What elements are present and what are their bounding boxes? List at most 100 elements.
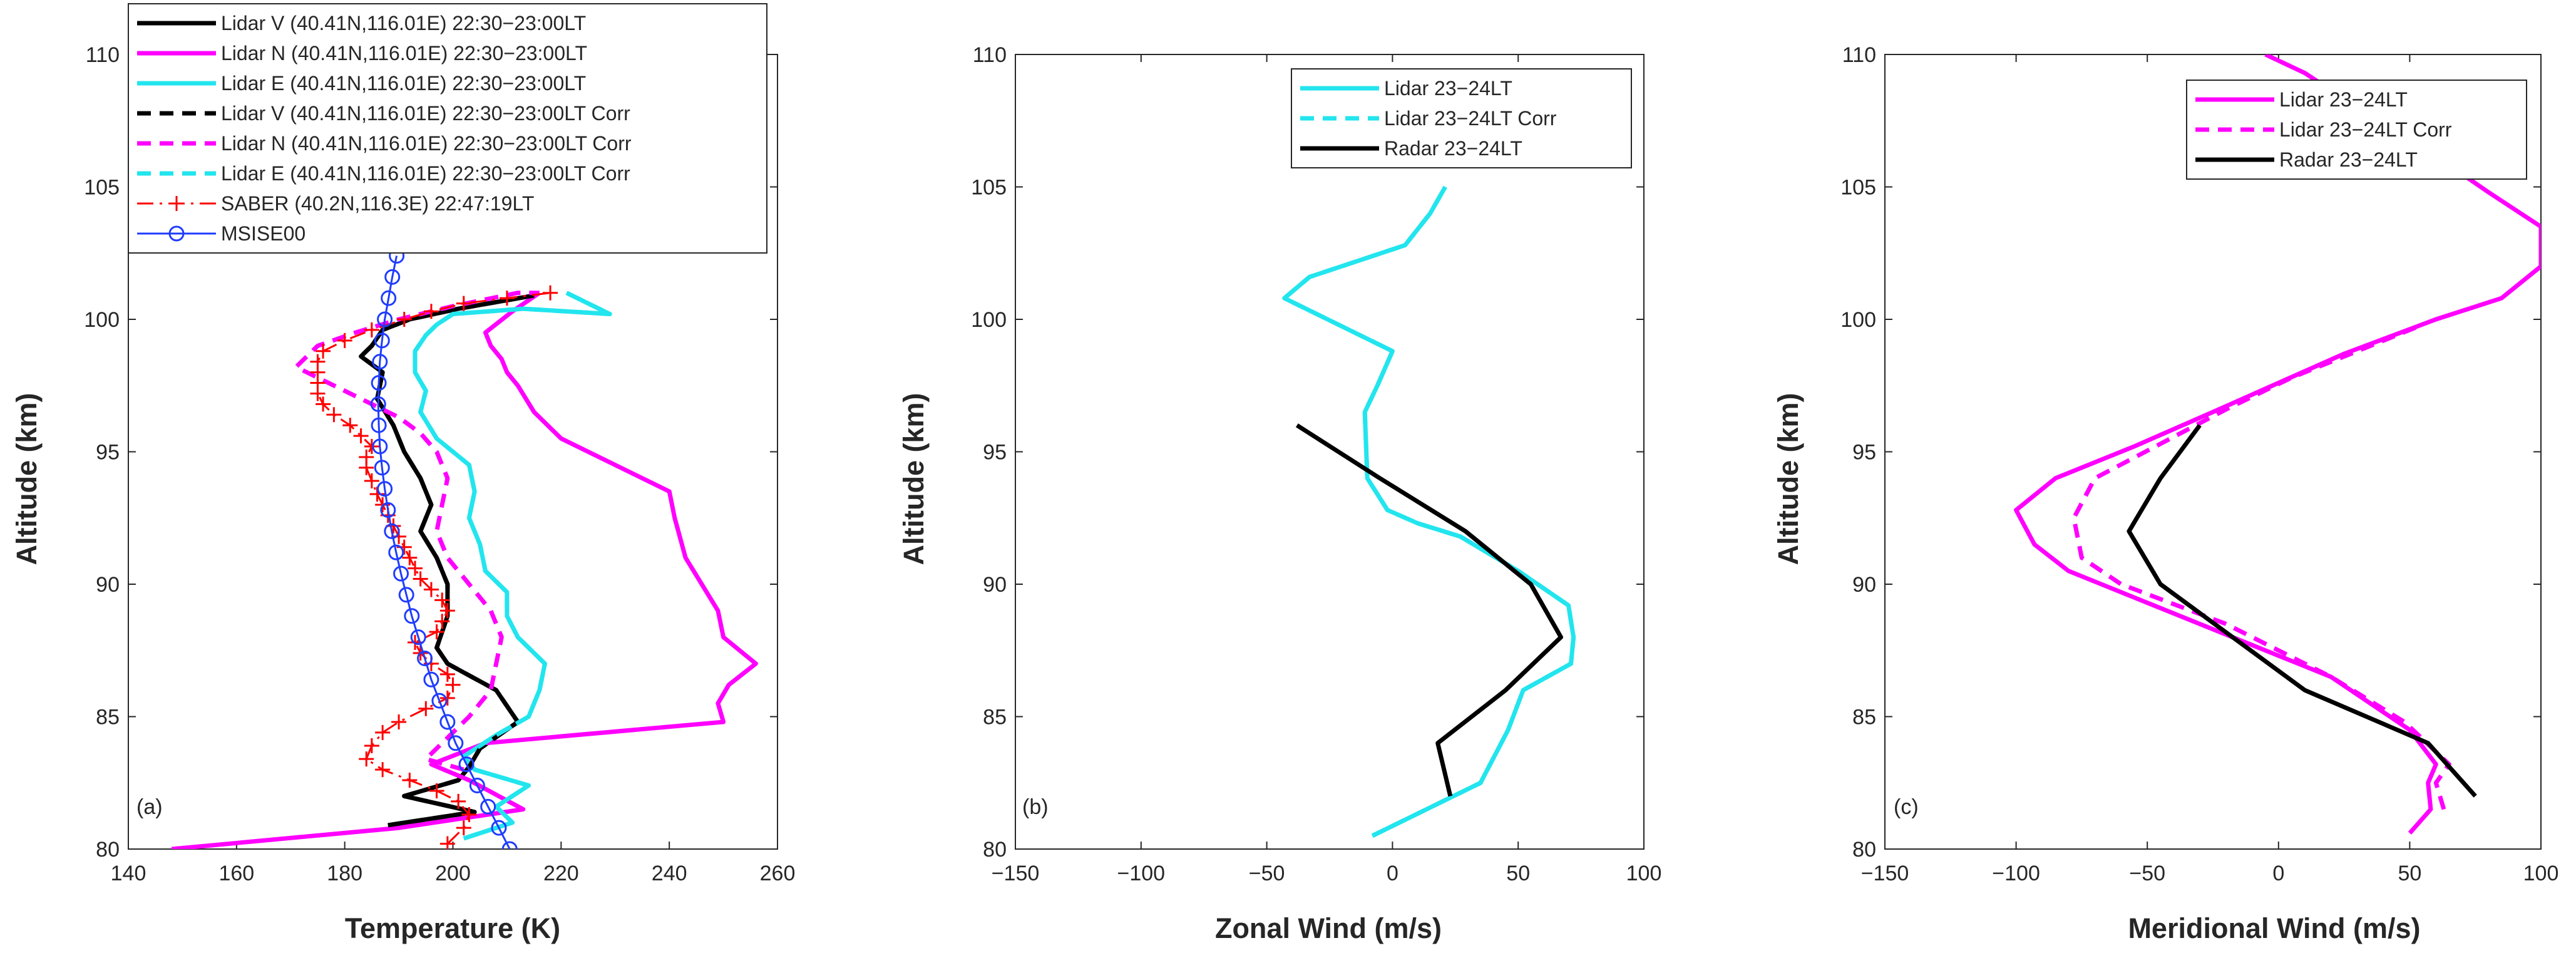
panel-a-ytick-label: 80: [96, 838, 120, 862]
panel-a-series-6-point: [543, 285, 558, 301]
panel-b-ytick-label: 110: [973, 43, 1007, 67]
panel-a-series-7-point: [377, 311, 393, 327]
panel-a-series-4-line: [294, 291, 540, 772]
panel-a-series-7-point: [431, 693, 448, 709]
panel-c-xtick-label: −50: [2129, 862, 2165, 885]
panel-c-xtick-label: 100: [2523, 862, 2559, 885]
panel-c-xtick-label: 0: [2272, 862, 2284, 885]
panel-b-ytick-label: 85: [983, 706, 1007, 729]
panel-a-series-7-point: [423, 671, 439, 688]
panel-b-tag: (b): [1022, 795, 1049, 819]
panel-a-xtick-label: 200: [435, 862, 471, 885]
panel-a-series-6-point: [456, 820, 471, 836]
panel-c-series-2: [2127, 424, 2477, 798]
panel-a-series-6-point: [423, 582, 439, 597]
panel-a-series-5-line: [413, 291, 612, 841]
panel-c-ytick-label: 100: [1840, 308, 1876, 332]
panel-a-series-7-point: [404, 608, 420, 624]
panel-a-xtick-label: 180: [327, 862, 362, 885]
panel-c-ytick-label: 80: [1852, 838, 1876, 862]
panel-a-series-6-point: [364, 322, 379, 337]
panel-a-legend-entry: SABER (40.2N,116.3E) 22:47:19LT: [221, 192, 534, 215]
panel-a-series-7-point: [398, 587, 414, 603]
panel-a-series-7-point: [458, 756, 475, 773]
panel-a-xlabel: Temperature (K): [345, 912, 560, 944]
panel-a-ytick-label: 95: [96, 441, 120, 465]
panel-c-legend: Lidar 23−24LT Lidar 23−24LT Corr Radar 23−…: [2186, 80, 2527, 180]
panel-c-xtick-label: 50: [2398, 862, 2421, 885]
panel-a-series-6-point: [364, 738, 379, 754]
panel-a-series-1: [171, 291, 758, 849]
panel-a-xtick-label: 160: [218, 862, 254, 885]
panel-c-legend-entry: Radar 23−24LT: [2279, 148, 2418, 171]
panel-a-series-6-point: [423, 304, 439, 319]
panel-a-series-6-point: [364, 473, 379, 489]
panel-b-xtick-label: −100: [1117, 862, 1166, 885]
panel-b-legend-entry: Radar 23−24LT: [1384, 137, 1522, 160]
panel-a-series-6-point: [429, 624, 444, 640]
panel-a-series-7-point: [439, 714, 456, 730]
panel-a-legend-marker: [168, 225, 185, 242]
panel-c-legend-entry: Lidar 23−24LT: [2279, 88, 2408, 111]
panel-a-series-6-point: [456, 296, 471, 311]
panel-a-series-6-point: [418, 701, 434, 716]
panel-a-plot: 140 160 180 200 220 240 260 80 85 90 95 100 105 110 Li…: [84, 3, 796, 885]
panel-b-xtick-label: 100: [1626, 862, 1662, 885]
panel-c-ytick-label: 85: [1852, 706, 1876, 729]
panel-a-ytick-label: 100: [84, 308, 120, 332]
panel-a-legend-entry: Lidar E (40.41N,116.01E) 22:30−23:00LT: [221, 72, 586, 95]
panel-b-ytick-label: 80: [983, 838, 1007, 862]
panel-a-series-6-point: [439, 690, 455, 706]
panel-b-ytick-label: 90: [983, 573, 1007, 597]
panel-c: Altitude (km) Meridional Wind (m/s) −150…: [1772, 43, 2558, 944]
panel-a-series-7-point: [381, 290, 397, 306]
panel-a-series-6-point: [434, 614, 450, 629]
panel-c-plot: −150 −100 −50 0 50 100 80 85 90 95 100 105 110 Lidar …: [1840, 43, 2558, 885]
panel-a-series-6-point: [316, 343, 331, 359]
panel-a-series-7-point: [384, 523, 400, 539]
panel-a-ytick-label: 90: [96, 573, 120, 597]
panel-a-ytick-label: 110: [86, 43, 120, 67]
panel-a-legend: Lidar V (40.41N,116.01E) 22:30−23:00LT Li…: [128, 3, 767, 254]
panel-c-xtick-label: −100: [1992, 862, 2040, 885]
panel-a-series-7-point: [372, 438, 388, 455]
panel-a-series-6-point: [359, 449, 374, 465]
panel-a-ylabel: Altitude (km): [11, 393, 43, 565]
panel-a-series-6-point: [326, 407, 342, 423]
panel-b-xtick-label: 50: [1506, 862, 1530, 885]
panel-a-series-7-point: [370, 396, 386, 412]
panel-c-axes-box: [1884, 54, 2542, 850]
panel-a-xtick-label: 260: [760, 862, 796, 885]
panel-a-series-7-point: [410, 629, 426, 646]
panel-a-series-6-point: [429, 783, 444, 798]
panel-a-series-7-point: [417, 650, 433, 666]
panel-b-data: [1282, 185, 1576, 838]
panel-b-legend: Lidar 23−24LT Lidar 23−24LT Corr Radar 23−…: [1291, 68, 1632, 168]
panel-c-ytick-label: 110: [1842, 43, 1876, 67]
panel-b-xtick-label: −150: [992, 862, 1040, 885]
panel-a-series-7-point: [384, 269, 401, 285]
panel-a-series-6-point: [499, 291, 515, 306]
panel-a-series-6-point: [434, 592, 450, 608]
panel-a-series-7-point: [374, 332, 390, 349]
panel-a-legend-marker: [169, 196, 184, 211]
panel-a-series-7-point: [371, 375, 387, 391]
panel-a-legend-entry: Lidar V (40.41N,116.01E) 22:30−23:00LT: [221, 12, 586, 34]
panel-a-series-7-point: [372, 354, 388, 370]
panel-a-series-6-point: [413, 571, 428, 587]
panel-a-series-6-point: [342, 418, 358, 433]
panel-a-series-6-point: [445, 677, 461, 693]
panel-a-series-6-point: [461, 807, 477, 823]
panel-a-series-6-point: [396, 312, 412, 327]
panel-a-series-7-point: [393, 565, 409, 582]
panel-a-series-7-point: [448, 735, 464, 751]
panel-a-series-6-point: [375, 762, 391, 778]
panel-a-series-6-point: [353, 428, 369, 444]
panel-b-xlabel: Zonal Wind (m/s): [1215, 912, 1442, 944]
panel-a-series-7: [370, 247, 518, 849]
panel-c-data: [2014, 54, 2541, 835]
panel-b-ytick-label: 105: [971, 176, 1007, 200]
panel-a-series-6-point: [402, 550, 418, 565]
panel-a-xtick-label: 220: [543, 862, 579, 885]
panel-b-xtick-label: −50: [1249, 862, 1285, 885]
